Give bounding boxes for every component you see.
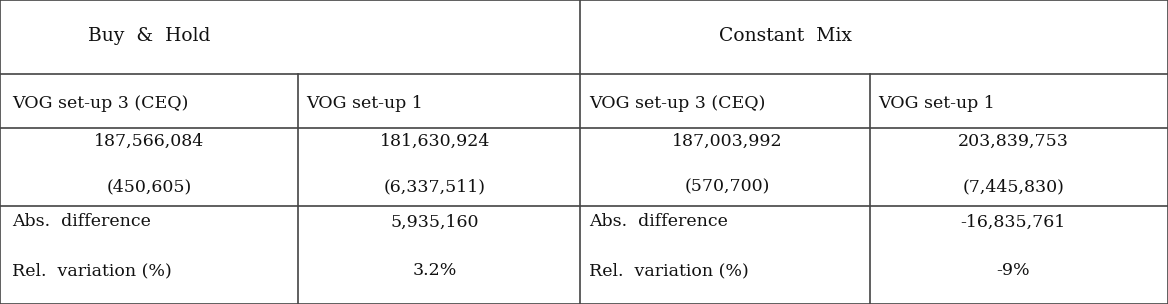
Text: VOG set-up 1: VOG set-up 1 bbox=[306, 95, 423, 112]
Text: -9%: -9% bbox=[996, 262, 1030, 279]
Text: (7,445,830): (7,445,830) bbox=[962, 178, 1064, 195]
Text: (450,605): (450,605) bbox=[106, 178, 192, 195]
Text: 181,630,924: 181,630,924 bbox=[380, 133, 491, 150]
Text: 203,839,753: 203,839,753 bbox=[958, 133, 1069, 150]
Text: Constant  Mix: Constant Mix bbox=[719, 27, 851, 46]
Text: 187,566,084: 187,566,084 bbox=[93, 133, 204, 150]
Text: Buy  &  Hold: Buy & Hold bbox=[88, 27, 210, 46]
Text: (6,337,511): (6,337,511) bbox=[384, 178, 486, 195]
Text: 187,003,992: 187,003,992 bbox=[672, 133, 783, 150]
Text: Rel.  variation (%): Rel. variation (%) bbox=[589, 262, 749, 279]
Text: (570,700): (570,700) bbox=[684, 178, 770, 195]
Text: Abs.  difference: Abs. difference bbox=[12, 213, 151, 230]
Text: Rel.  variation (%): Rel. variation (%) bbox=[12, 262, 172, 279]
Text: 5,935,160: 5,935,160 bbox=[391, 213, 479, 230]
Text: 3.2%: 3.2% bbox=[413, 262, 457, 279]
Text: Abs.  difference: Abs. difference bbox=[589, 213, 728, 230]
Text: VOG set-up 1: VOG set-up 1 bbox=[878, 95, 995, 112]
Text: VOG set-up 3 (CEQ): VOG set-up 3 (CEQ) bbox=[589, 95, 765, 112]
Text: -16,835,761: -16,835,761 bbox=[960, 213, 1066, 230]
Text: VOG set-up 3 (CEQ): VOG set-up 3 (CEQ) bbox=[12, 95, 188, 112]
